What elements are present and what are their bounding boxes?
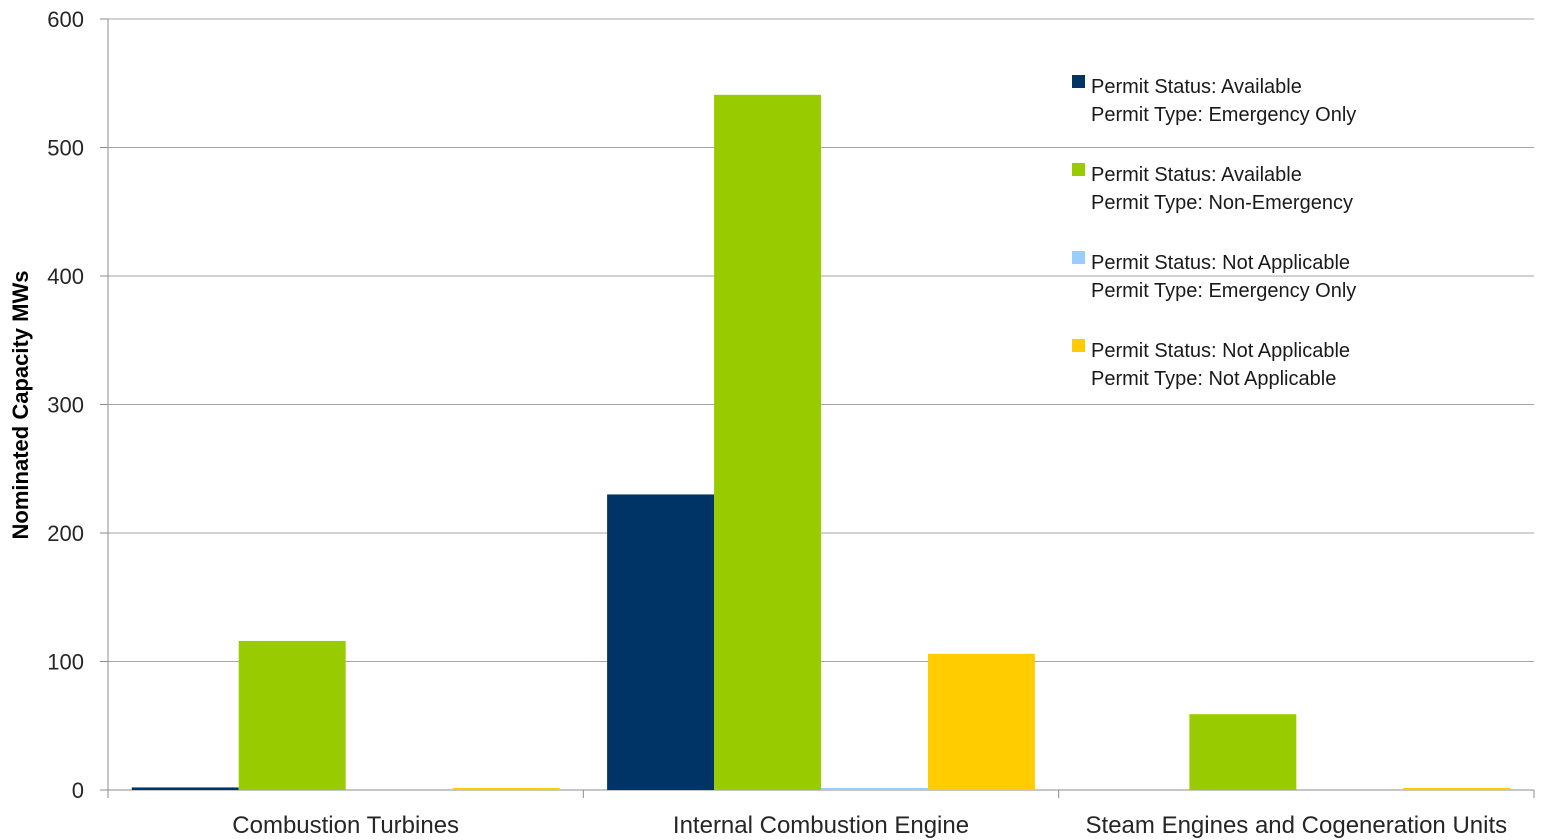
category-labels: Combustion Turbines Internal Combustion E… xyxy=(232,812,1507,839)
category-label: Internal Combustion Engine xyxy=(673,812,969,839)
legend-swatch xyxy=(1072,163,1085,176)
legend-label: Permit Type: Non-Emergency xyxy=(1091,192,1353,214)
bar-series-4-cat-2 xyxy=(928,654,1035,790)
legend-swatch xyxy=(1072,251,1085,264)
legend-swatch xyxy=(1072,339,1085,352)
y-tick-label: 100 xyxy=(47,650,84,675)
bar-series-1-cat-1 xyxy=(132,787,239,790)
legend-label: Permit Type: Emergency Only xyxy=(1091,104,1356,126)
category-label: Steam Engines and Cogeneration Units xyxy=(1086,812,1508,839)
y-tick-label: 0 xyxy=(72,778,84,803)
y-tick-label: 200 xyxy=(47,521,84,546)
legend-label: Permit Type: Emergency Only xyxy=(1091,280,1356,302)
legend-swatch xyxy=(1072,75,1085,88)
y-tick-label: 400 xyxy=(47,264,84,289)
y-tick-label: 600 xyxy=(47,7,84,32)
bar-series-4-cat-1 xyxy=(453,788,560,790)
bar-series-2-cat-1 xyxy=(239,641,346,790)
bar-series-2-cat-3 xyxy=(1189,714,1296,790)
category-label: Combustion Turbines xyxy=(232,812,459,839)
y-tick-labels: 0 100 200 300 400 500 600 xyxy=(47,7,84,803)
legend-label: Permit Type: Not Applicable xyxy=(1091,368,1336,390)
legend-label: Permit Status: Available xyxy=(1091,164,1302,186)
bar-series-4-cat-3 xyxy=(1403,788,1510,790)
bar-series-2-cat-2 xyxy=(714,95,821,790)
y-tick-label: 500 xyxy=(47,136,84,161)
y-tick-label: 300 xyxy=(47,393,84,418)
legend-label: Permit Status: Available xyxy=(1091,76,1302,98)
legend-label: Permit Status: Not Applicable xyxy=(1091,340,1350,362)
y-axis-label: Nominated Capacity MWs xyxy=(8,271,33,540)
bar-series-3-cat-2 xyxy=(821,788,928,790)
legend: Permit Status: Available Permit Type: Eme… xyxy=(1072,75,1356,390)
legend-label: Permit Status: Not Applicable xyxy=(1091,252,1350,274)
bar-series-1-cat-2 xyxy=(607,494,714,790)
